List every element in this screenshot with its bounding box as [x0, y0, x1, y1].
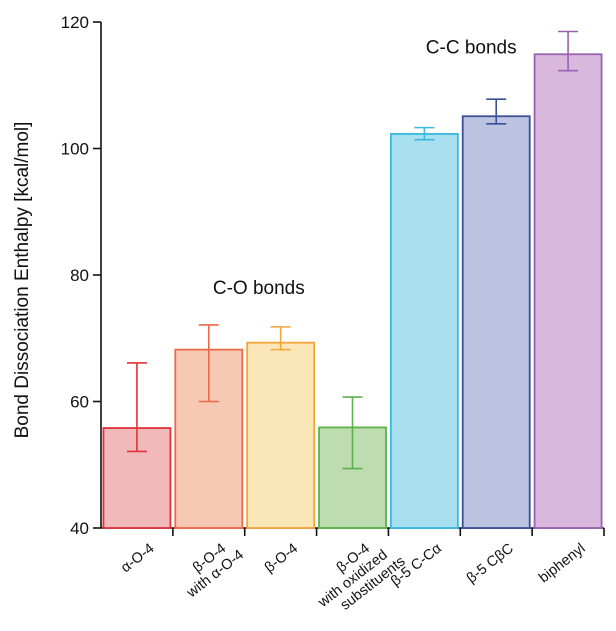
x-tick-label-line: biphenyl	[536, 541, 588, 587]
x-tick-label-text: β-O-4with α-O-4	[174, 534, 247, 601]
y-axis-label: Bond Dissociation Enthalpy [kcal/mol]	[12, 122, 33, 439]
bar	[533, 53, 603, 529]
annotation: C-O bonds	[213, 278, 305, 299]
x-ticks: α-O-4 β-O-4with α-O-4 β-O-4 β-O-4with oxidi…	[118, 528, 605, 614]
x-tick-label: biphenyl	[536, 541, 588, 587]
bar	[389, 133, 459, 529]
y-tick-label: 60	[70, 393, 89, 412]
x-tick-label: β-5 CβC	[464, 541, 517, 587]
y-tick-label: 40	[70, 519, 89, 538]
x-tick-label-line: β-5 CβC	[464, 541, 517, 587]
annotation: C-C bonds	[426, 38, 517, 59]
x-tick-label-line: α-O-4	[118, 541, 157, 577]
x-tick-label-text: β-5 CβC	[464, 541, 517, 587]
x-tick-label-text: biphenyl	[536, 541, 588, 587]
bar	[461, 115, 531, 529]
y-tick-label: 80	[70, 266, 89, 285]
bar	[246, 341, 316, 529]
x-tick-label-text: β-O-4	[262, 541, 301, 577]
error-bars	[126, 30, 579, 470]
x-tick-label: β-O-4with α-O-4	[174, 534, 247, 602]
x-tick-label: β-O-4	[262, 541, 301, 577]
annotations: C-O bonds C-C bonds	[213, 38, 517, 299]
x-tick-label: α-O-4	[118, 541, 157, 577]
y-tick-label: 100	[61, 140, 89, 159]
y-ticks: 40 60 80 100 120	[61, 13, 101, 538]
y-tick-label: 120	[61, 13, 89, 32]
x-tick-label-text: α-O-4	[118, 541, 157, 577]
x-tick-label-line: β-O-4	[262, 541, 301, 577]
